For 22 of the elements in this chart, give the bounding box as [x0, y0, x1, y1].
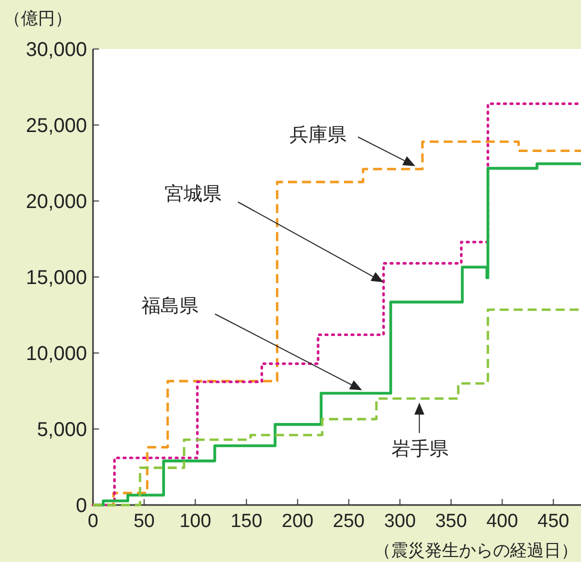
y-tick-label: 5,000 [36, 419, 87, 441]
y-tick-label: 10,000 [26, 343, 87, 365]
y-axis-title: （億円） [4, 9, 72, 28]
annotation: 宮城県 [164, 183, 222, 205]
x-tick-label: 350 [435, 511, 467, 532]
y-tick-label: 15,000 [26, 267, 87, 289]
x-tick-label: 200 [282, 511, 314, 532]
y-tick-label: 25,000 [26, 115, 87, 137]
annotation: 福島県 [142, 296, 198, 317]
x-tick-label: 450 [538, 511, 570, 532]
x-tick-label: 50 [134, 511, 155, 532]
x-axis-title: （震災発生からの経過日） [374, 541, 578, 560]
x-tick-label: 400 [486, 511, 518, 532]
y-tick-label: 20,000 [26, 191, 87, 213]
annotation: 兵庫県 [290, 124, 346, 146]
x-tick-label: 300 [384, 511, 416, 532]
x-tick-label: 250 [332, 511, 365, 532]
x-tick-label: 150 [230, 511, 262, 532]
y-tick-label: 30,000 [26, 39, 87, 61]
annotation: 岩手県 [392, 439, 448, 460]
y-tick-label: 0 [76, 495, 87, 517]
x-tick-label: 100 [179, 511, 212, 532]
